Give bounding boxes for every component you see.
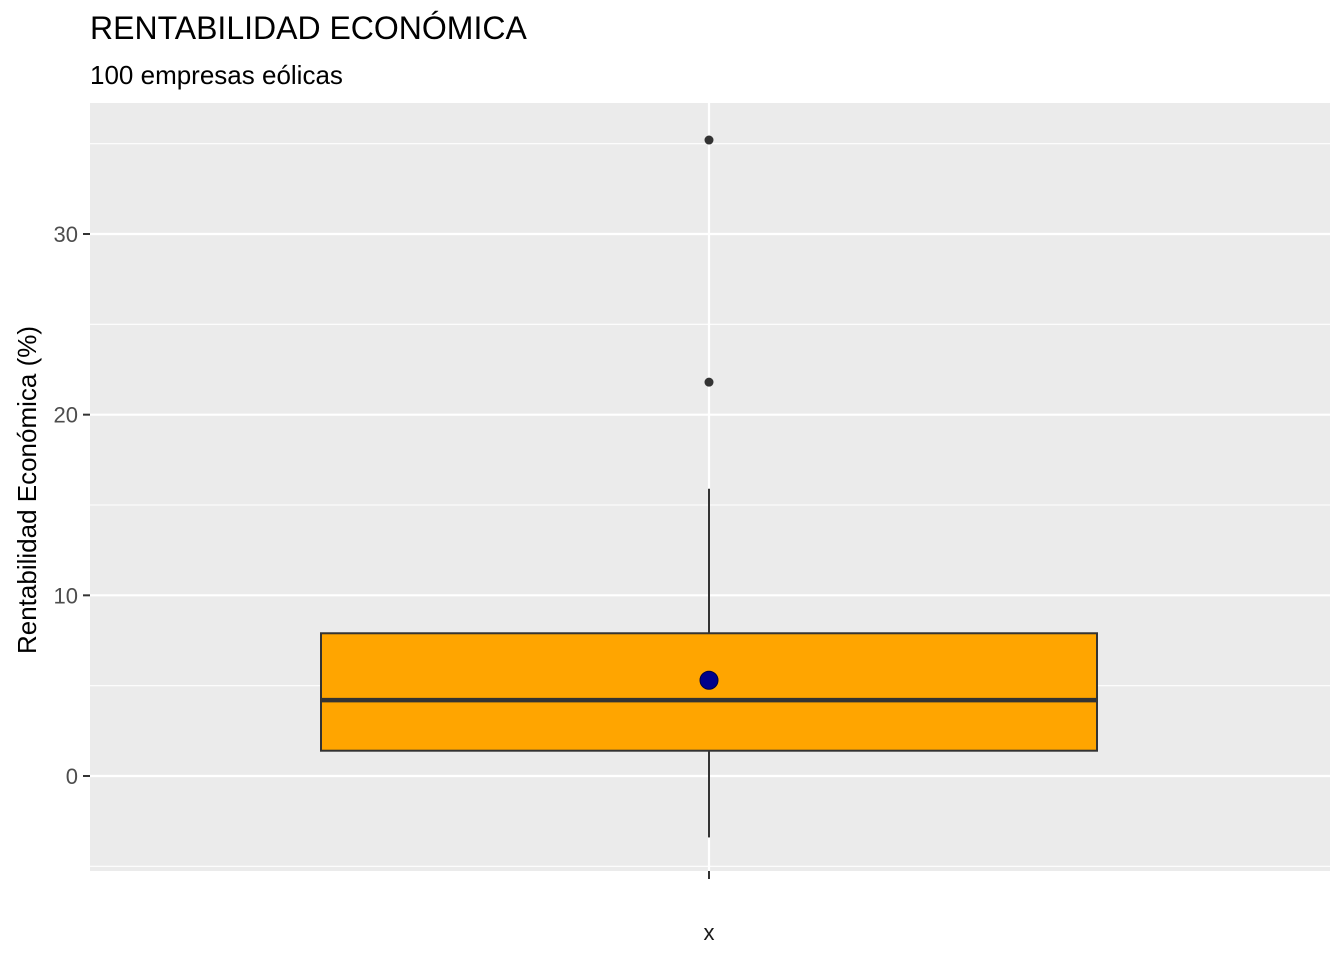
- y-tick-label: 30: [54, 222, 78, 247]
- y-axis: 0 10 20 30: [54, 222, 90, 789]
- y-tick-label: 0: [66, 764, 78, 789]
- y-tick-label: 10: [54, 583, 78, 608]
- x-tick-label: x: [704, 920, 715, 945]
- outlier-point: [704, 135, 714, 145]
- y-axis-title: Rentabilidad Económica (%): [12, 326, 42, 654]
- boxplot-marks: [320, 135, 1098, 838]
- chart-title: RENTABILIDAD ECONÓMICA: [90, 10, 527, 46]
- iqr-box: [320, 632, 1098, 752]
- mean-point: [699, 670, 719, 690]
- x-axis: x: [704, 871, 715, 945]
- outlier-point: [704, 377, 714, 387]
- chart-subtitle: 100 empresas eólicas: [90, 60, 343, 90]
- y-tick-label: 20: [54, 403, 78, 428]
